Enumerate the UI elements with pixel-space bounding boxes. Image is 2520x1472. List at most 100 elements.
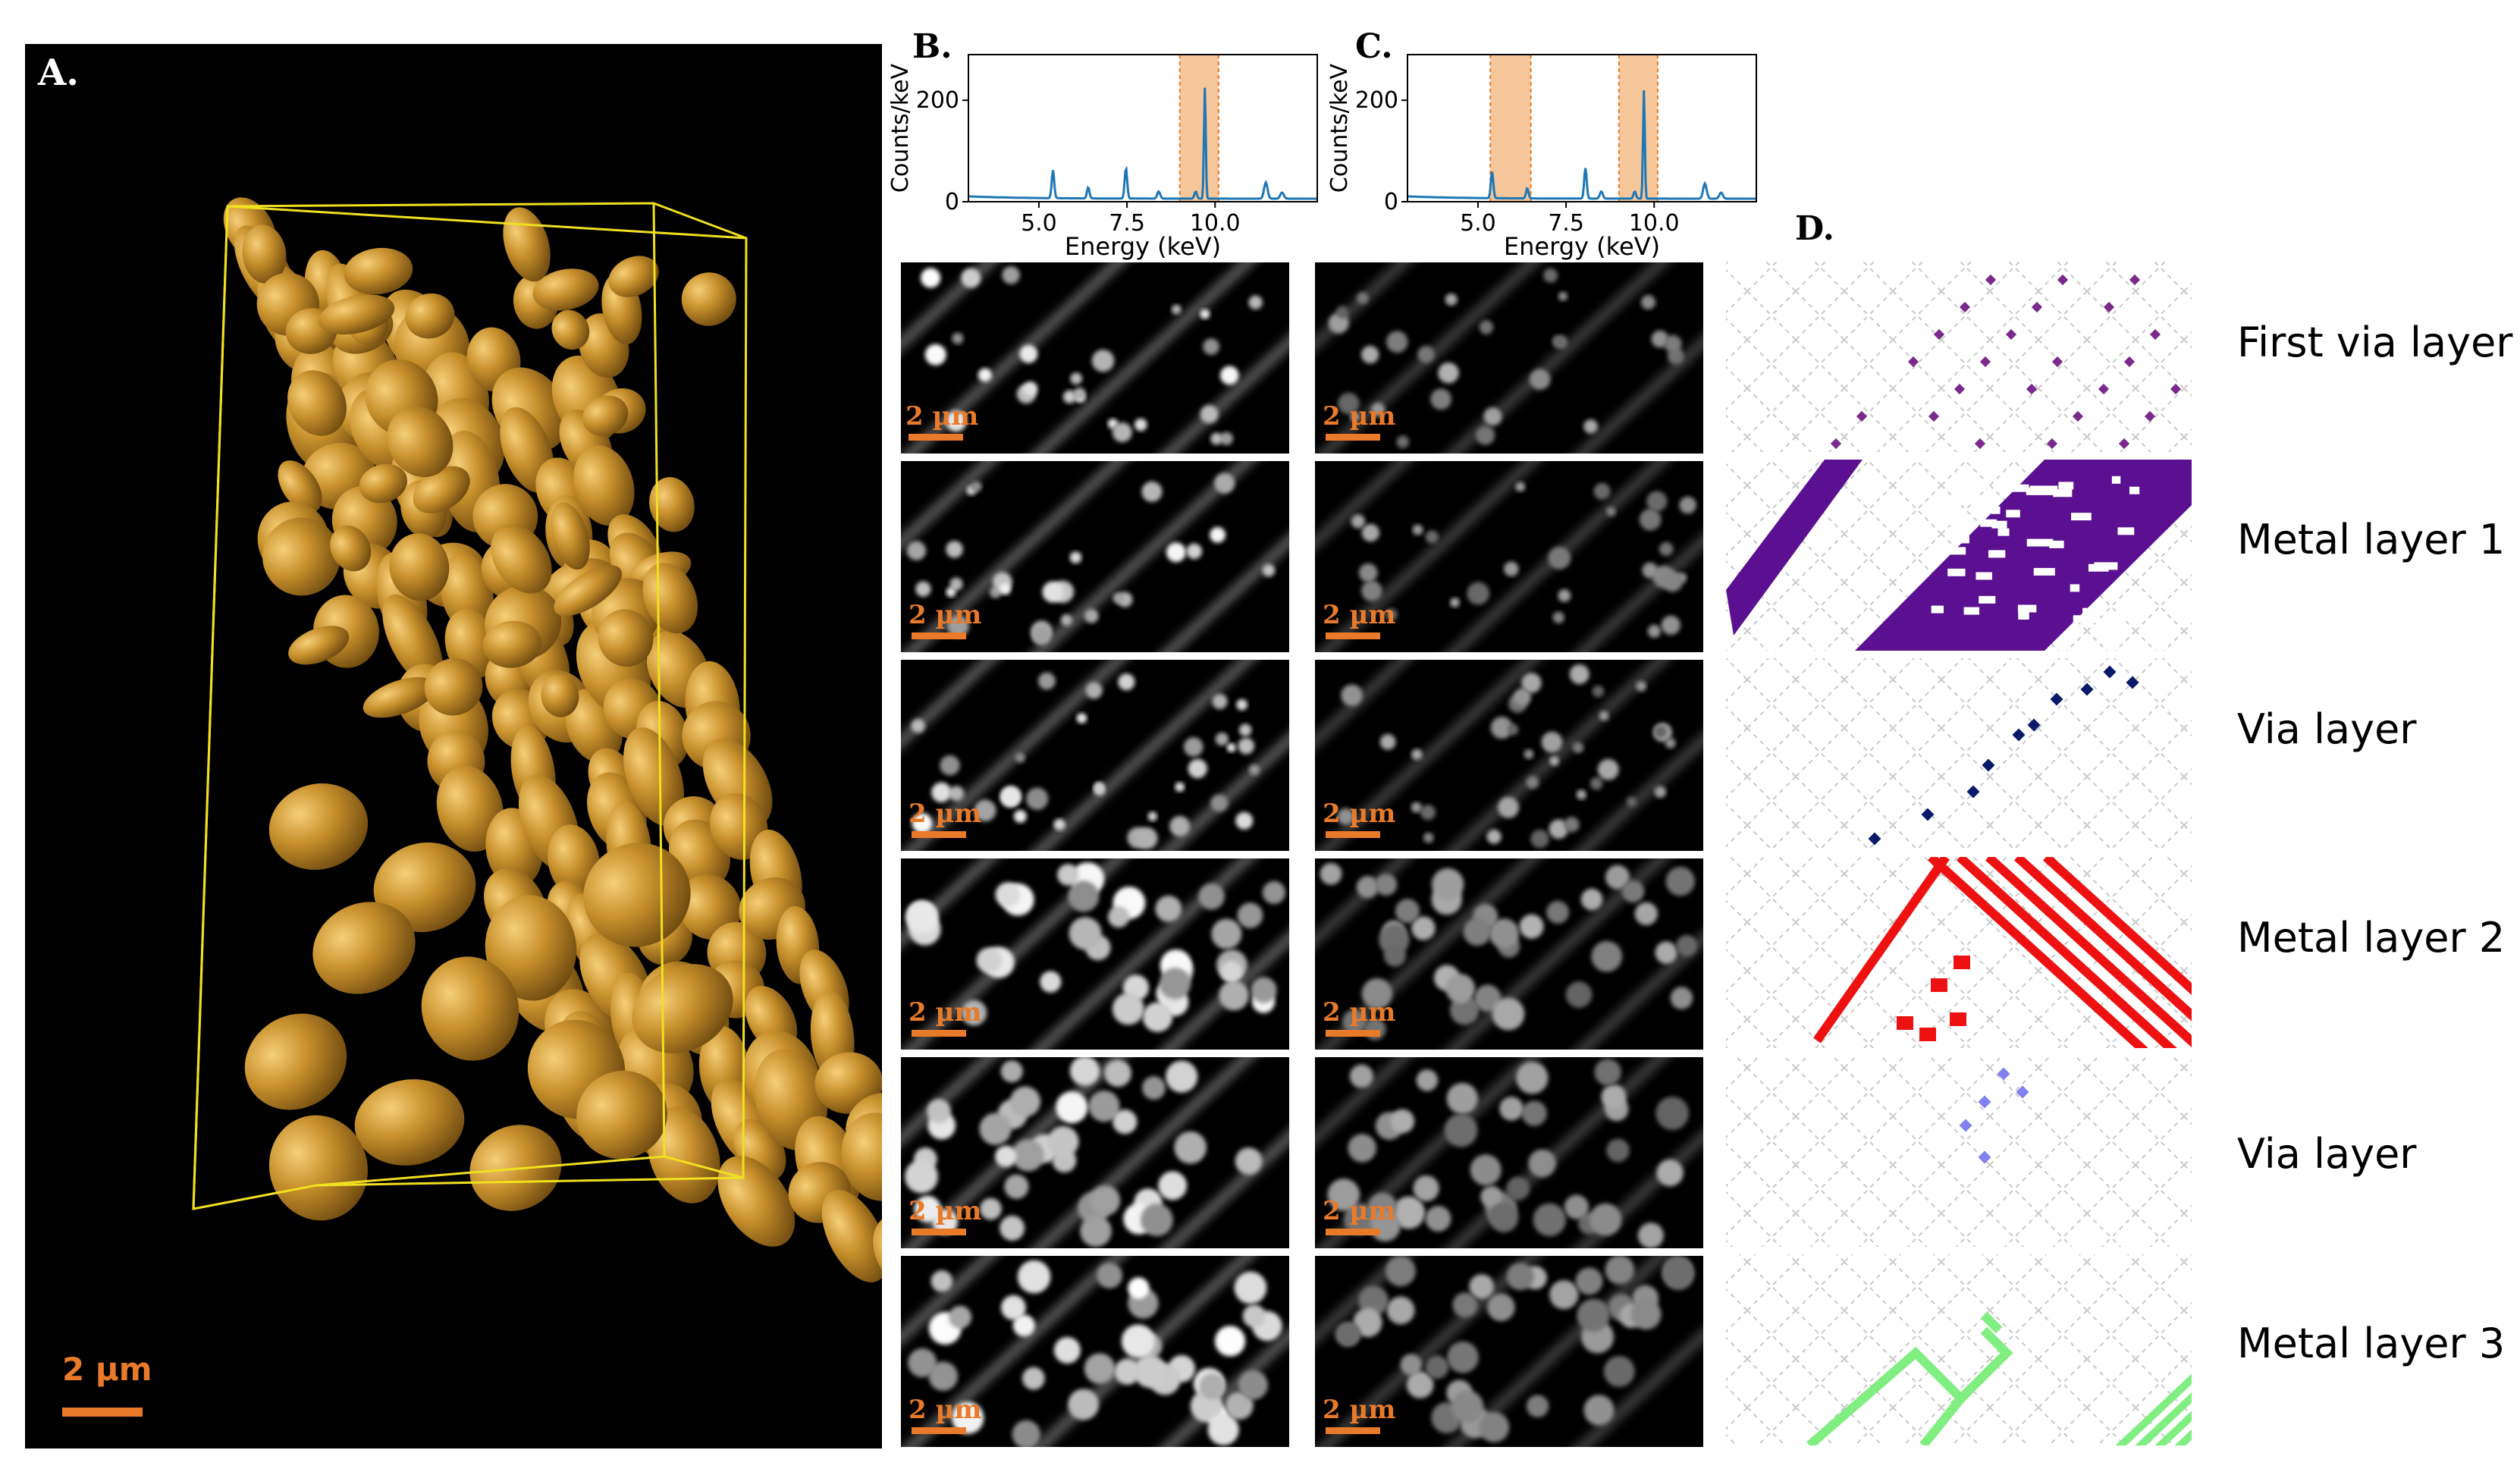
slice-feature — [1238, 737, 1255, 755]
metal-cutout — [2073, 615, 2098, 623]
metal-cutout — [1945, 508, 1965, 516]
slice-feature — [1353, 1307, 1382, 1338]
slice-feature — [1589, 1203, 1622, 1236]
slice-diagonal-line — [1160, 1327, 1289, 1447]
slice-diagonal-line — [1031, 858, 1257, 1050]
slice-feature — [1002, 266, 1020, 284]
metal-line — [1956, 857, 2177, 1048]
slice-feature — [928, 1361, 959, 1392]
metal-pad — [1950, 1012, 1966, 1026]
spectrum-b: 5.0 7.5 10.0 0 200 Energy (keV) Counts/keV — [887, 54, 1318, 261]
gold-isosurface-blob — [421, 956, 519, 1061]
metal-cutout — [2117, 527, 2135, 535]
gold-isosurface-blob — [262, 517, 340, 596]
layout-grid — [1726, 1056, 2192, 1247]
slice-feature — [1348, 1134, 1376, 1163]
slice-feature — [1056, 1091, 1088, 1124]
slice-feature — [1655, 941, 1677, 964]
slice-feature — [1104, 1059, 1131, 1088]
metal-cutout — [1955, 535, 1969, 544]
slice-feature — [1513, 688, 1532, 706]
slice-feature — [971, 481, 982, 492]
slice-feature — [1040, 971, 1062, 993]
slice-feature — [995, 1145, 1017, 1167]
gold-isosurface-blob — [382, 594, 443, 686]
spectrum-line — [1407, 89, 1756, 200]
slice-feature — [1446, 1082, 1478, 1115]
slice-feature — [1564, 817, 1580, 833]
layer-label: Via layer — [2237, 705, 2417, 753]
slice-feature — [1225, 1391, 1254, 1420]
via-square — [2126, 676, 2139, 689]
slice-feature — [1490, 717, 1513, 739]
gold-isosurface-blob — [551, 309, 590, 350]
via-square — [2103, 665, 2117, 679]
slice-diagonal-line — [901, 1256, 999, 1346]
slice-feature — [1569, 664, 1590, 685]
slice-feature — [1000, 1215, 1025, 1241]
via-square — [1978, 1150, 1991, 1164]
slice-feature — [1199, 1373, 1225, 1400]
slice-feature — [1000, 786, 1021, 808]
slice-feature — [979, 1113, 1012, 1145]
slice-feature — [1431, 868, 1464, 901]
slice-feature — [1594, 1059, 1621, 1086]
slice-feature — [1073, 388, 1086, 400]
slice-scalebar-label: 2 µm — [909, 1196, 981, 1226]
slice-feature — [1069, 917, 1102, 950]
slice-feature — [1350, 412, 1360, 422]
slice-feature — [1088, 1090, 1120, 1122]
slice-feature — [1552, 335, 1564, 347]
slice-feature — [1386, 331, 1408, 353]
slice-feature — [1235, 1147, 1263, 1175]
slice-feature — [1158, 1171, 1188, 1201]
slice-feature — [1451, 1390, 1484, 1423]
gold-isosurface-blob — [278, 460, 322, 513]
slice-feature — [1133, 1354, 1167, 1389]
metal-cutout — [1991, 506, 2001, 514]
slice-feature — [1211, 918, 1242, 949]
metal-line — [1980, 1311, 2003, 1334]
gold-isosurface-blob — [821, 1189, 882, 1282]
slice-feature — [1038, 672, 1056, 690]
slice-feature — [1069, 1057, 1100, 1086]
via-square — [1978, 1095, 1991, 1109]
panel-b: B. 5.0 7.5 10.0 0 200 Energy (keV) Counts/keV — [887, 27, 1318, 261]
slice-feature — [1541, 731, 1563, 753]
tomogram-bounding-box — [192, 202, 748, 1210]
slice-feature — [1084, 1353, 1116, 1384]
slice-feature — [1113, 1109, 1138, 1135]
slice-feature — [952, 332, 964, 344]
slice-feature — [1664, 334, 1682, 353]
slice-feature — [1606, 507, 1616, 516]
slice-diagonal-line — [1160, 1128, 1289, 1248]
metal-cutout — [1997, 528, 2010, 536]
tomogram-slice: 2 µm — [1315, 1057, 1703, 1248]
slice-feature — [1141, 481, 1163, 502]
slice-feature — [1031, 626, 1051, 645]
via-square — [2016, 1085, 2029, 1099]
slice-feature — [1383, 944, 1407, 967]
spectrum-line — [968, 87, 1317, 200]
gold-isosurface-blob — [288, 626, 350, 665]
slice-diagonal-line — [1160, 532, 1289, 652]
slice-feature — [1047, 1125, 1079, 1157]
panel-a: A. 2 µm — [25, 44, 882, 1448]
slice-feature — [1489, 918, 1520, 949]
slice-feature — [1654, 725, 1668, 739]
slice-feature — [1057, 864, 1079, 886]
slice-feature — [1603, 1355, 1635, 1387]
slice-feature — [1662, 571, 1683, 592]
tomogram-slice: 2 µm — [901, 660, 1289, 851]
slice-feature — [1114, 1358, 1141, 1385]
slice-feature — [1621, 880, 1645, 903]
gold-isosurface-blob — [642, 563, 698, 634]
slice-feature — [1659, 541, 1674, 557]
slice-diagonal-line — [1160, 731, 1289, 851]
via-square — [1982, 758, 1995, 772]
slice-feature — [946, 615, 969, 638]
slice-feature — [980, 1197, 1002, 1220]
slice-feature — [1361, 580, 1382, 601]
metal-cutout — [1991, 520, 2007, 529]
slice-feature — [1338, 1323, 1360, 1345]
